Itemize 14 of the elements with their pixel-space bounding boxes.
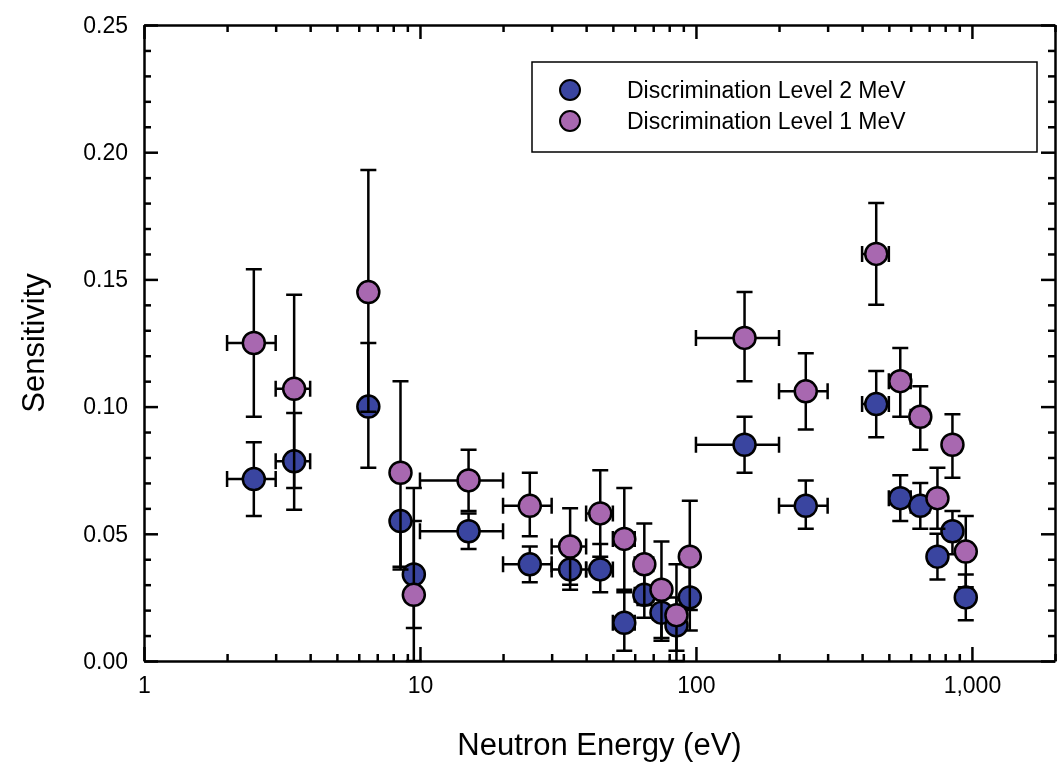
legend-label: Discrimination Level 1 MeV — [627, 108, 907, 134]
x-tick-label: 100 — [677, 672, 716, 699]
y-tick-label: 0.25 — [83, 11, 128, 38]
x-tick-label: 1 — [138, 672, 151, 699]
y-tick-label: 0.20 — [83, 139, 128, 166]
y-axis-title: Sensitivity — [16, 272, 51, 413]
x-tick-label: 1,000 — [943, 672, 1002, 699]
x-tick-label: 10 — [407, 672, 434, 699]
y-tick-label: 0.15 — [83, 266, 128, 293]
y-tick-label: 0.00 — [83, 647, 128, 674]
x-axis-title: Neutron Energy (eV) — [457, 727, 742, 762]
y-tick-label: 0.05 — [83, 520, 128, 547]
legend-label: Discrimination Level 2 MeV — [627, 77, 907, 103]
y-tick-label: 0.10 — [83, 393, 128, 420]
